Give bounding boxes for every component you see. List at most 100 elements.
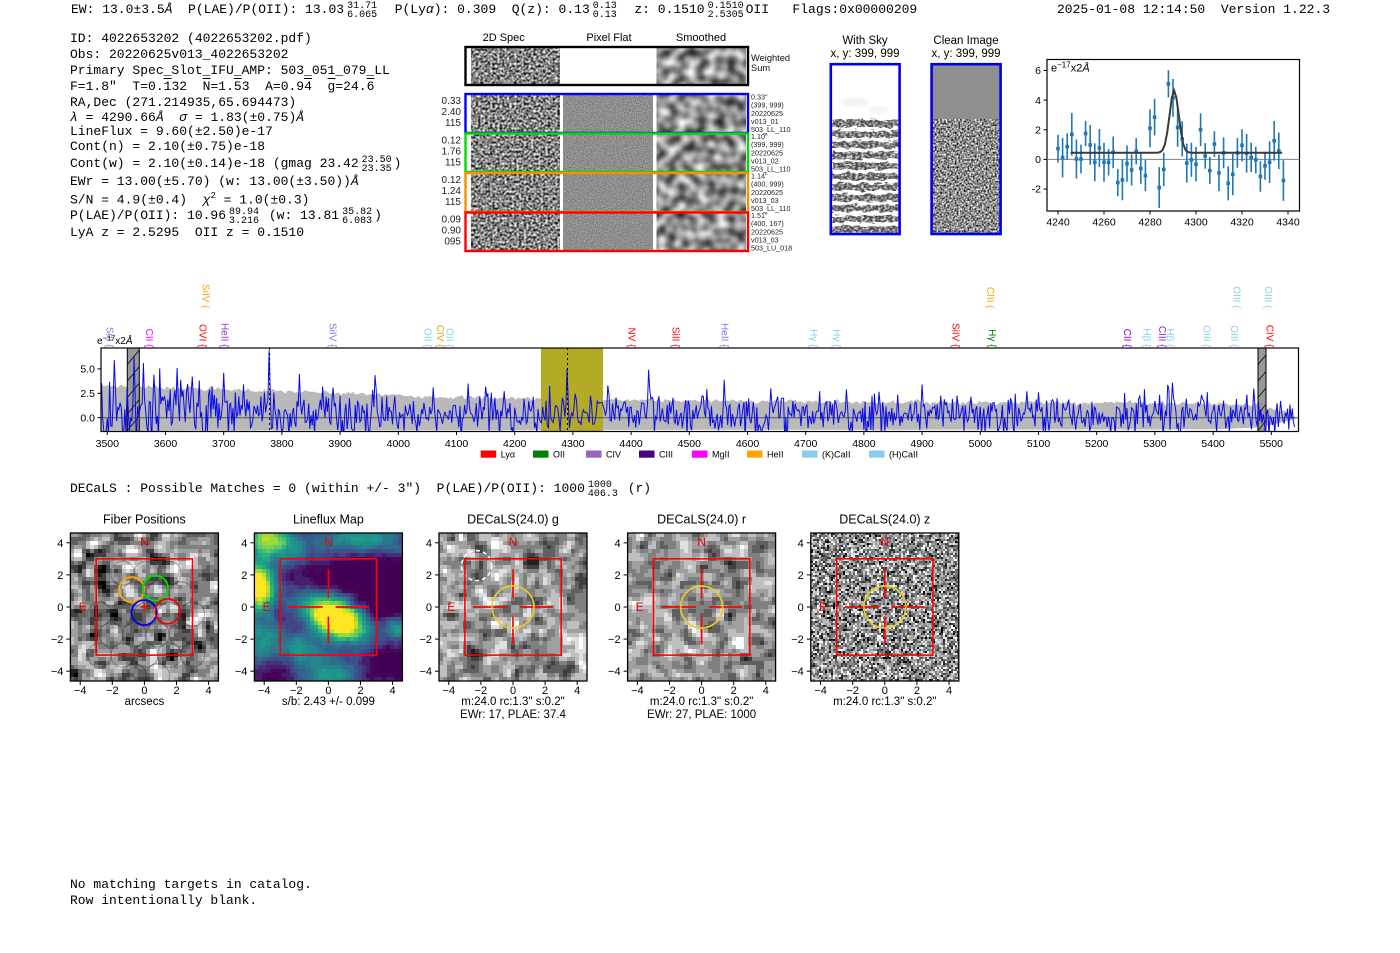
svg-text:3700: 3700 [212, 438, 236, 450]
svg-text:115: 115 [445, 158, 461, 169]
svg-text:095: 095 [444, 237, 461, 248]
svg-text:0.12: 0.12 [442, 135, 462, 146]
svg-text:4900: 4900 [910, 438, 934, 450]
svg-text:5400: 5400 [1201, 438, 1225, 450]
svg-text:3500: 3500 [96, 438, 120, 450]
svg-text:HeII {: HeII { [219, 323, 230, 348]
svg-text:3600: 3600 [154, 438, 178, 450]
svg-text:SiII {: SiII { [670, 327, 681, 348]
svg-text:20220625: 20220625 [751, 188, 783, 197]
svg-text:Hγ {: Hγ { [808, 329, 819, 348]
svg-text:0.09: 0.09 [442, 214, 462, 225]
svg-text:NV {: NV { [626, 327, 637, 348]
svg-text:CIII (: CIII ( [984, 287, 995, 309]
svg-text:HeII {: HeII { [719, 323, 730, 348]
svg-text:0: 0 [1035, 154, 1041, 166]
svg-text:503_LL_110: 503_LL_110 [751, 125, 790, 134]
svg-text:20220625: 20220625 [751, 109, 783, 118]
svg-text:0.33: 0.33 [442, 96, 462, 107]
svg-text:(399, 999): (399, 999) [751, 140, 784, 149]
svg-text:Fiber Positions: Fiber Positions [103, 513, 186, 527]
svg-text:OII {: OII { [444, 328, 455, 348]
svg-text:OIII {: OIII { [1228, 325, 1239, 348]
svg-text:Weighted: Weighted [751, 53, 790, 63]
svg-text:2D Spec: 2D Spec [483, 32, 526, 44]
svg-text:CIV {: CIV { [1264, 325, 1275, 348]
svg-text:20220625: 20220625 [751, 148, 783, 157]
svg-text:-2: -2 [1032, 184, 1041, 196]
svg-text:SiII {: SiII { [104, 327, 115, 348]
svg-text:v013_01: v013_01 [751, 117, 779, 126]
svg-text:SiIV (: SiIV ( [200, 284, 211, 309]
svg-text:CII {: CII { [1121, 329, 1132, 349]
svg-text:CIV: CIV [606, 450, 621, 460]
svg-text:DECaLS(24.0) z: DECaLS(24.0) z [839, 513, 930, 527]
svg-text:Hβ {: Hβ { [1140, 328, 1151, 348]
svg-text:0.33": 0.33" [751, 92, 768, 101]
svg-text:SiIV {: SiIV { [327, 323, 338, 348]
svg-text:1.24: 1.24 [442, 186, 462, 197]
svg-text:115: 115 [445, 118, 461, 129]
svg-text:CII {: CII { [143, 329, 154, 349]
svg-text:5100: 5100 [1027, 438, 1051, 450]
svg-text:2: 2 [1035, 125, 1041, 137]
svg-text:5000: 5000 [969, 438, 993, 450]
svg-text:503_LL_110: 503_LL_110 [751, 204, 790, 213]
svg-text:DECaLS(24.0) g: DECaLS(24.0) g [467, 513, 559, 527]
svg-text:SiIV {: SiIV { [950, 323, 961, 348]
svg-text:4240: 4240 [1046, 217, 1070, 229]
svg-text:Hβ {: Hβ { [1164, 328, 1175, 348]
svg-text:1.14": 1.14" [751, 171, 768, 180]
svg-text:HeII: HeII [767, 450, 784, 460]
svg-text:v013_03: v013_03 [751, 196, 779, 205]
svg-text:1.10": 1.10" [751, 132, 768, 141]
svg-text:Pixel Flat: Pixel Flat [586, 32, 631, 44]
svg-text:4600: 4600 [736, 438, 760, 450]
svg-text:OVI {: OVI { [197, 324, 208, 348]
svg-text:0.90: 0.90 [442, 226, 462, 237]
svg-text:4340: 4340 [1276, 217, 1300, 229]
svg-text:(H)CaII: (H)CaII [889, 450, 918, 460]
svg-text:(400, 999): (400, 999) [751, 180, 784, 189]
svg-text:CIV {: CIV { [434, 325, 445, 348]
svg-text:4280: 4280 [1138, 217, 1162, 229]
svg-text:(400, 167): (400, 167) [751, 219, 784, 228]
svg-text:5.0: 5.0 [80, 364, 95, 376]
svg-text:e−17x2Å: e−17x2Å [1051, 61, 1090, 75]
svg-text:0.0: 0.0 [80, 412, 95, 424]
svg-text:Smoothed: Smoothed [676, 32, 726, 44]
svg-text:4500: 4500 [678, 438, 702, 450]
svg-text:3900: 3900 [328, 438, 352, 450]
svg-text:4700: 4700 [794, 438, 818, 450]
svg-text:5500: 5500 [1260, 438, 1284, 450]
svg-text:1.76: 1.76 [442, 147, 462, 158]
svg-text:OIII (: OIII ( [1231, 286, 1242, 309]
svg-text:CIII: CIII [659, 450, 673, 460]
svg-text:CIII {: CIII { [1156, 326, 1167, 348]
svg-text:DECaLS(24.0) r: DECaLS(24.0) r [657, 513, 746, 527]
svg-text:v013_03: v013_03 [751, 236, 779, 245]
svg-text:1.51": 1.51" [751, 211, 768, 220]
svg-text:2.40: 2.40 [442, 107, 462, 118]
svg-text:x, y: 399, 999: x, y: 399, 999 [931, 48, 1000, 60]
svg-text:Clean Image: Clean Image [933, 35, 998, 47]
svg-text:OII {: OII { [422, 328, 433, 348]
svg-text:(399, 999): (399, 999) [751, 101, 784, 110]
svg-text:4100: 4100 [445, 438, 469, 450]
svg-text:x, y: 399, 999: x, y: 399, 999 [830, 48, 899, 60]
svg-text:4400: 4400 [619, 438, 643, 450]
svg-text:e−17x2Å: e−17x2Å [97, 334, 133, 348]
svg-text:503_LU_018: 503_LU_018 [751, 244, 792, 253]
svg-text:5300: 5300 [1143, 438, 1167, 450]
svg-text:(K)CaII: (K)CaII [822, 450, 851, 460]
svg-text:4260: 4260 [1092, 217, 1116, 229]
svg-text:4320: 4320 [1230, 217, 1254, 229]
svg-text:0.12: 0.12 [442, 175, 462, 186]
svg-text:With Sky: With Sky [842, 35, 888, 47]
svg-text:115: 115 [445, 197, 461, 208]
svg-text:6: 6 [1035, 65, 1041, 77]
svg-text:4000: 4000 [387, 438, 411, 450]
svg-text:3800: 3800 [270, 438, 294, 450]
svg-text:2.5: 2.5 [80, 388, 95, 400]
svg-text:Lyα: Lyα [501, 450, 515, 460]
